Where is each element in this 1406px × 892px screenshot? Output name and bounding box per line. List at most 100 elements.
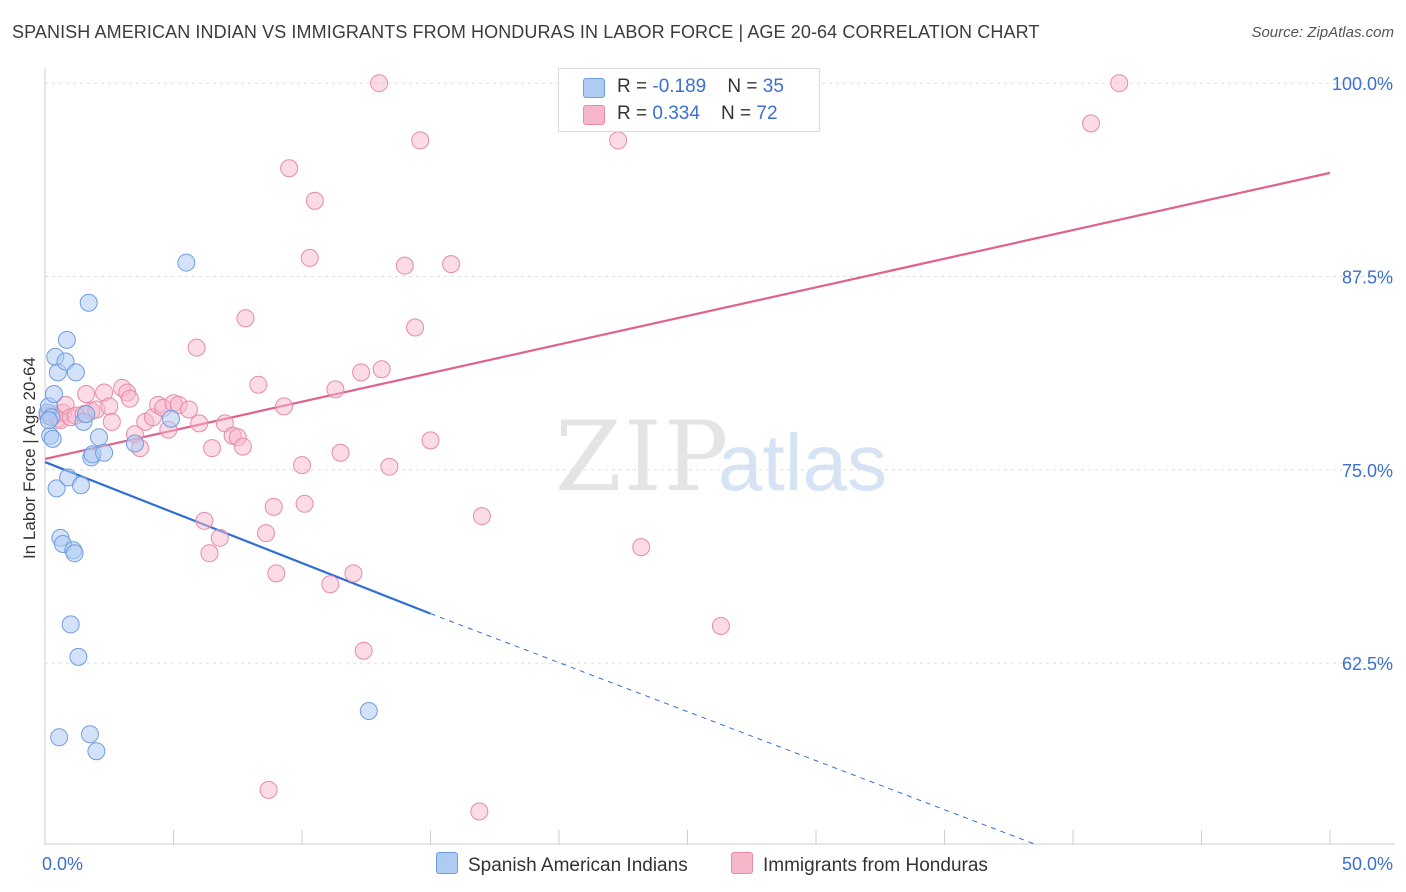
point-honduras [203, 439, 222, 458]
point-honduras [236, 309, 255, 328]
point-spanish-american-indian [359, 702, 378, 721]
y-tick-label: 87.5% [1342, 267, 1393, 287]
point-honduras [267, 564, 286, 583]
point-honduras [264, 497, 283, 516]
point-spanish-american-indian [177, 253, 196, 272]
x-tick-label: 50.0% [1342, 854, 1393, 874]
point-honduras [370, 74, 389, 93]
point-honduras [609, 131, 628, 150]
point-spanish-american-indian [44, 385, 63, 404]
series-swatch-blue [436, 852, 458, 874]
point-honduras [259, 780, 278, 799]
watermark: ZIP atlas [555, 401, 887, 513]
point-honduras [470, 802, 489, 821]
point-honduras [372, 360, 391, 379]
point-honduras [77, 385, 96, 404]
point-spanish-american-indian [71, 476, 90, 495]
legend-r-label: R = [617, 103, 653, 124]
legend-n-label: N = [727, 76, 763, 97]
point-spanish-american-indian [89, 428, 108, 447]
point-honduras [395, 256, 414, 275]
trend-line-spanish-american-indian [44, 461, 431, 615]
legend-text-blue: R = -0.189 N = 35 [617, 76, 784, 98]
point-honduras [233, 437, 252, 456]
point-honduras [1110, 74, 1129, 93]
point-spanish-american-indian [57, 330, 76, 349]
point-honduras [102, 412, 121, 431]
legend-n-value: 35 [762, 76, 784, 97]
source-label: Source: ZipAtlas.com [1251, 24, 1394, 41]
point-honduras [295, 494, 314, 513]
y-tick-label: 75.0% [1342, 461, 1393, 481]
point-honduras [100, 397, 119, 416]
point-honduras [200, 544, 219, 563]
point-honduras [275, 397, 294, 416]
series-legend-blue: Spanish American Indians [436, 852, 688, 877]
legend-n-label: N = [721, 103, 757, 124]
point-spanish-american-indian [50, 728, 69, 747]
legend-n-value: 72 [756, 103, 778, 124]
point-honduras [380, 457, 399, 476]
tick-labels: 100.0% 87.5% 75.0% 62.5% 0.0% 50.0% [42, 74, 1393, 874]
point-honduras [354, 641, 373, 660]
point-spanish-american-indian [39, 411, 58, 430]
point-honduras [293, 456, 311, 475]
y-axis-label: In Labor Force | Age 20-64 [20, 357, 39, 559]
point-spanish-american-indian [43, 429, 62, 448]
point-honduras [305, 191, 324, 210]
trend-line-honduras [44, 171, 1331, 461]
trend-lines [44, 171, 1331, 845]
point-honduras [711, 616, 730, 635]
point-spanish-american-indian [77, 405, 96, 424]
correlation-legend: R = -0.189 N = 35 R = 0.334 N = 72 [558, 68, 820, 132]
legend-r-label: R = [617, 76, 653, 97]
point-honduras [472, 507, 491, 526]
legend-r-value: 0.334 [652, 103, 700, 124]
point-honduras [331, 443, 350, 462]
point-honduras [179, 400, 198, 419]
y-tick-label: 62.5% [1342, 654, 1393, 674]
point-honduras [300, 248, 319, 267]
point-honduras [352, 363, 371, 382]
point-honduras [280, 159, 299, 178]
chart-title: SPANISH AMERICAN INDIAN VS IMMIGRANTS FR… [12, 22, 1040, 42]
point-spanish-american-indian [47, 479, 66, 498]
point-spanish-american-indian [69, 647, 88, 666]
point-spanish-american-indian [61, 615, 80, 634]
legend-swatch-blue [583, 78, 605, 98]
series-swatch-pink [731, 852, 753, 874]
point-honduras [187, 338, 206, 357]
point-honduras [195, 511, 214, 530]
series-label-blue: Spanish American Indians [468, 855, 688, 876]
point-spanish-american-indian [66, 363, 85, 382]
point-honduras [190, 414, 209, 433]
point-spanish-american-indian [161, 409, 180, 428]
trend-line-spanish-american-indian-extension [430, 613, 1035, 845]
data-points [38, 74, 1129, 821]
point-honduras [442, 255, 461, 274]
point-honduras [411, 131, 430, 150]
series-legend-pink: Immigrants from Honduras [731, 852, 988, 877]
point-honduras [344, 564, 363, 583]
point-spanish-american-indian [65, 544, 84, 563]
series-label-pink: Immigrants from Honduras [763, 855, 988, 876]
point-spanish-american-indian [87, 742, 106, 761]
point-honduras [421, 431, 440, 450]
legend-text-pink: R = 0.334 N = 72 [617, 103, 778, 125]
legend-r-value: -0.189 [652, 76, 707, 97]
point-honduras [1081, 114, 1100, 133]
point-spanish-american-indian [79, 293, 98, 312]
watermark-atlas: atlas [718, 418, 887, 507]
point-honduras [120, 389, 139, 408]
point-honduras [210, 528, 229, 547]
point-honduras [321, 575, 340, 594]
point-honduras [632, 538, 651, 557]
x-tick-label: 0.0% [42, 854, 83, 874]
point-honduras [326, 380, 345, 399]
gridlines [45, 82, 1395, 664]
point-honduras [406, 318, 425, 337]
point-spanish-american-indian [125, 434, 144, 453]
point-honduras [257, 524, 276, 543]
axes [44, 68, 1395, 845]
